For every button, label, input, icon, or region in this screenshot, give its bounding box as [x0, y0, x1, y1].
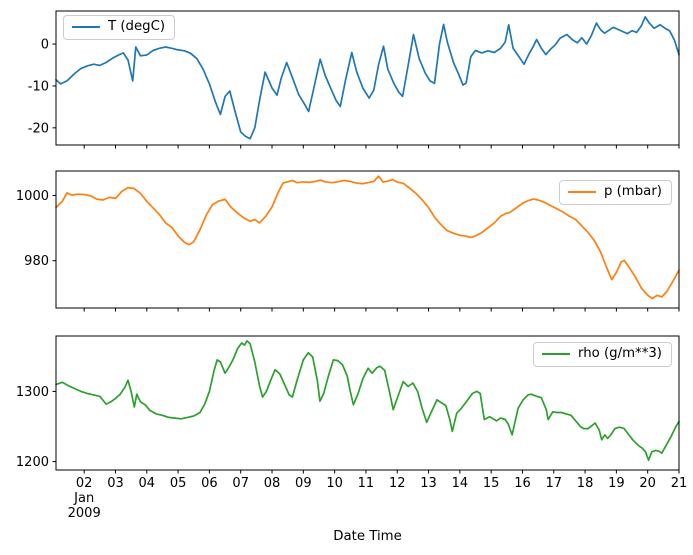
- p-series-line: [55, 175, 680, 300]
- x-tick-label: 18: [577, 476, 594, 491]
- x-tick-label: 05: [170, 476, 187, 491]
- legend-temperature: T (degC): [63, 15, 176, 40]
- x-tick-label: 17: [546, 476, 563, 491]
- x-tick-label: 21: [671, 476, 688, 491]
- x-axis-title: Date Time: [333, 529, 402, 544]
- x-tick-label: 09: [295, 476, 312, 491]
- axes-frame-rho: [55, 335, 680, 471]
- x-tick-label: 15: [483, 476, 500, 491]
- x-tick-label: 13: [420, 476, 437, 491]
- axes-frame-T: [55, 10, 680, 146]
- y-tick-label: 980: [24, 254, 49, 269]
- y-tick-label: -20: [28, 121, 49, 136]
- x-tick-label: 12: [389, 476, 406, 491]
- y-tick-label: -10: [28, 79, 49, 94]
- rho-series-line: [55, 340, 680, 462]
- x-tick-label: 19: [608, 476, 625, 491]
- legend-density-label: rho (g/m**3): [577, 346, 662, 361]
- x-offset-label: 2009: [68, 506, 101, 521]
- x-tick-label: 07: [232, 476, 249, 491]
- x-tick-label: 06: [201, 476, 218, 491]
- x-tick-label: 11: [358, 476, 375, 491]
- y-tick-label: 1000: [16, 189, 49, 204]
- x-tick-label: 16: [514, 476, 531, 491]
- legend-pressure-label: p (mbar): [603, 184, 662, 199]
- y-tick-label: 1200: [16, 455, 49, 470]
- x-offset-label: Jan: [73, 491, 94, 506]
- x-tick-label: 14: [452, 476, 469, 491]
- density-line-swatch: [541, 353, 570, 356]
- legend-temperature-label: T (degC): [108, 19, 166, 34]
- x-tick-label: 03: [107, 476, 124, 491]
- x-tick-label: 04: [139, 476, 156, 491]
- y-tick-label: 1300: [16, 385, 49, 400]
- x-tick-label: 10: [326, 476, 343, 491]
- x-tick-label: 08: [264, 476, 281, 491]
- legend-pressure: p (mbar): [558, 180, 672, 205]
- y-tick-label: 0: [41, 38, 49, 53]
- x-tick-label: 20: [639, 476, 656, 491]
- legend-density: rho (g/m**3): [532, 342, 672, 367]
- axes-frame-p: [55, 170, 680, 309]
- T-series-line: [55, 16, 680, 140]
- pressure-line-swatch: [567, 191, 596, 194]
- x-tick-label: 02: [76, 476, 93, 491]
- temperature-line-swatch: [72, 26, 100, 29]
